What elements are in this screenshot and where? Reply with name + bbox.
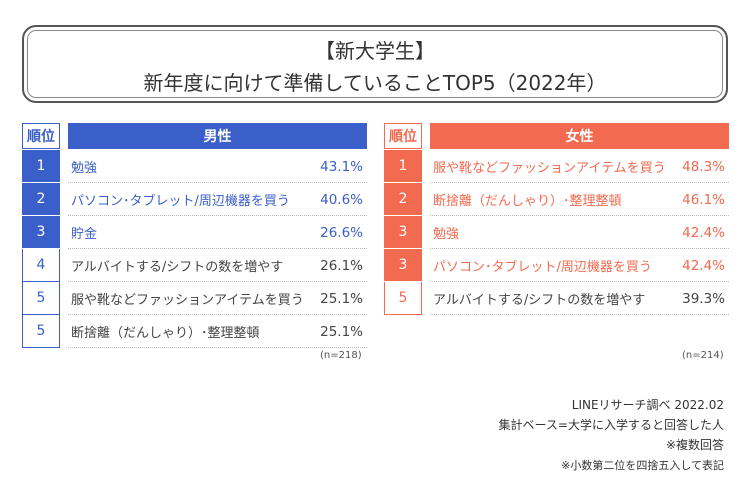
rank-cell: 3 — [22, 216, 60, 249]
item-label: 服や靴などファッションアイテムを買う — [71, 293, 304, 308]
table-row: 2 パソコン･タブレット/周辺機器を買う 40.6% — [22, 183, 367, 216]
rank-cell: 5 — [384, 282, 422, 315]
percentage-value: 25.1% — [320, 323, 363, 340]
row-divider — [68, 347, 367, 348]
table-row: 3 勉強 42.4% — [384, 216, 729, 249]
title-line-1: 【新大学生】 — [315, 39, 435, 63]
table-row: 3 パソコン･タブレット/周辺機器を買う 42.4% — [384, 249, 729, 282]
table-row: 1 勉強 43.1% — [22, 150, 367, 183]
item-label: 勉強 — [433, 227, 460, 242]
rank-cell: 5 — [22, 315, 60, 348]
row-divider — [430, 182, 729, 183]
row-divider — [68, 215, 367, 216]
rank-cell: 3 — [384, 216, 422, 249]
item-label: 断捨離（だんしゃり）･整理整頓 — [433, 194, 622, 209]
percentage-value: 26.1% — [320, 257, 363, 274]
item-label: パソコン･タブレット/周辺機器を買う — [433, 260, 652, 275]
rank-cell: 3 — [384, 249, 422, 282]
female-sample-size: (n=214) — [682, 350, 724, 361]
percentage-value: 40.6% — [320, 191, 363, 208]
item-label: 服や靴などファッションアイテムを買う — [433, 161, 666, 176]
percentage-value: 39.3% — [682, 290, 725, 307]
row-divider — [430, 281, 729, 282]
male-header: 男性 — [68, 123, 367, 149]
percentage-value: 26.6% — [320, 224, 363, 241]
rank-cell: 2 — [22, 183, 60, 216]
item-label: 断捨離（だんしゃり）･整理整頓 — [71, 326, 260, 341]
rank-cell: 2 — [384, 183, 422, 216]
base-note: 集計ベース=大学に入学すると回答した人 — [498, 418, 724, 432]
table-row: 3 貯金 26.6% — [22, 216, 367, 249]
row-divider — [430, 215, 729, 216]
row-divider — [68, 314, 367, 315]
rank-cell: 1 — [384, 150, 422, 183]
percentage-value: 42.4% — [682, 224, 725, 241]
table-row: 5 断捨離（だんしゃり）･整理整頓 25.1% — [22, 315, 367, 348]
item-label: アルバイトする/シフトの数を増やす — [71, 260, 284, 275]
row-divider — [68, 182, 367, 183]
rank-header: 順位 — [384, 123, 422, 149]
rank-cell: 4 — [22, 249, 60, 282]
row-divider — [68, 248, 367, 249]
female-header: 女性 — [430, 123, 729, 149]
table-row: 5 アルバイトする/シフトの数を増やす 39.3% — [384, 282, 729, 315]
rank-cell: 5 — [22, 282, 60, 315]
table-row: 1 服や靴などファッションアイテムを買う 48.3% — [384, 150, 729, 183]
rank-cell: 1 — [22, 150, 60, 183]
percentage-value: 46.1% — [682, 191, 725, 208]
table-row: 5 服や靴などファッションアイテムを買う 25.1% — [22, 282, 367, 315]
title-box: 【新大学生】 新年度に向けて準備していることTOP5（2022年） — [22, 25, 728, 103]
percentage-value: 42.4% — [682, 257, 725, 274]
multiple-answer-note: ※複数回答 — [665, 438, 724, 452]
table-row: 4 アルバイトする/シフトの数を増やす 26.1% — [22, 249, 367, 282]
rounding-note: ※小数第二位を四捨五入して表記 — [561, 459, 724, 472]
percentage-value: 25.1% — [320, 290, 363, 307]
rank-header: 順位 — [22, 123, 60, 149]
item-label: 貯金 — [71, 227, 98, 242]
percentage-value: 43.1% — [320, 158, 363, 175]
row-divider — [430, 248, 729, 249]
percentage-value: 48.3% — [682, 158, 725, 175]
row-divider — [68, 281, 367, 282]
table-row: 2 断捨離（だんしゃり）･整理整頓 46.1% — [384, 183, 729, 216]
male-sample-size: (n=218) — [320, 350, 362, 361]
row-divider — [430, 314, 729, 315]
item-label: パソコン･タブレット/周辺機器を買う — [71, 194, 290, 209]
source-note: LINEリサーチ調べ 2022.02 — [571, 398, 724, 412]
item-label: 勉強 — [71, 161, 98, 176]
title-line-2: 新年度に向けて準備していることTOP5（2022年） — [143, 71, 607, 95]
item-label: アルバイトする/シフトの数を増やす — [433, 293, 646, 308]
